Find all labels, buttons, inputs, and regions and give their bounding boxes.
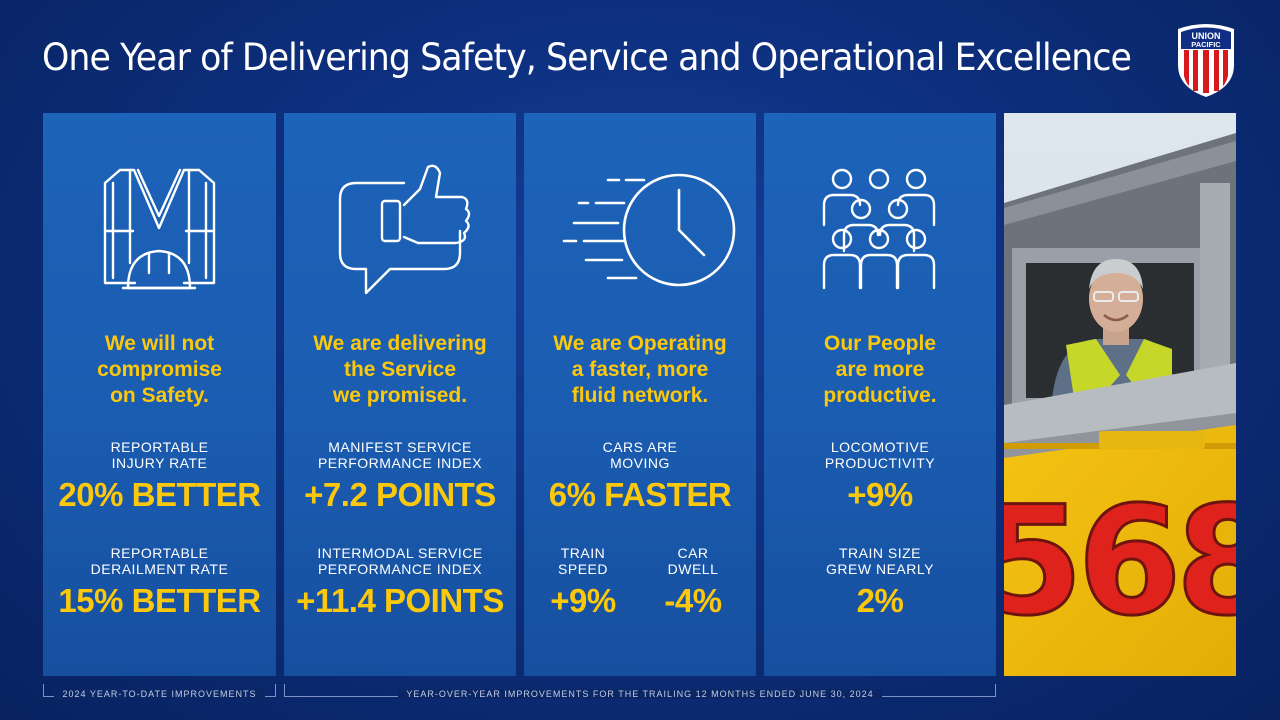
people-group-icon (822, 168, 936, 290)
service-headline: We are delivering the Service we promise… (313, 332, 487, 407)
locomotive-number: 568 (1004, 475, 1236, 649)
metric-value-intermodal-spi: +11.4 POINTS (296, 582, 504, 619)
metric-value-derailment-rate: 15% BETTER (58, 582, 261, 619)
metric-label-train-speed: TRAIN SPEED (558, 545, 608, 577)
locomotive-engineer-photo: 568 (1004, 113, 1236, 676)
metric-value-injury-rate: 20% BETTER (58, 476, 261, 513)
union-pacific-logo: UNION PACIFIC (1178, 24, 1234, 97)
page-title: One Year of Delivering Safety, Service a… (42, 36, 1132, 79)
metric-label-locomotive-productivity: LOCOMOTIVE PRODUCTIVITY (824, 439, 936, 471)
thumbs-up-speech-bubble-icon (338, 164, 471, 295)
footer-right-bracket: YEAR-OVER-YEAR IMPROVEMENTS FOR THE TRAI… (284, 684, 996, 699)
safety-headline: We will not compromise on Safety. (97, 332, 222, 407)
operating-headline: We are Operating a faster, more fluid ne… (553, 332, 727, 407)
fast-clock-icon (562, 173, 736, 287)
footer-left-bracket: 2024 YEAR-TO-DATE IMPROVEMENTS (43, 684, 276, 699)
metric-label-manifest-spi: MANIFEST SERVICE PERFORMANCE INDEX (317, 439, 483, 471)
footer-right-label: YEAR-OVER-YEAR IMPROVEMENTS FOR THE TRAI… (398, 689, 882, 699)
people-headline: Our People are more productive. (823, 332, 937, 407)
metric-value-locomotive-productivity: +9% (847, 476, 913, 513)
metric-value-train-speed: +9% (550, 582, 616, 619)
service-panel: We are delivering the Service we promise… (284, 113, 516, 676)
people-panel: Our People are more productive. LOCOMOTI… (764, 113, 996, 676)
operating-panel: We are Operating a faster, more fluid ne… (524, 113, 756, 676)
metric-label-cars-moving: CARS ARE MOVING (602, 439, 678, 471)
metric-label-derailment-rate: REPORTABLE DERAILMENT RATE (90, 545, 229, 577)
metric-label-train-size: TRAIN SIZE GREW NEARLY (826, 545, 934, 577)
metric-label-car-dwell: CAR DWELL (667, 545, 719, 577)
safety-vest-hardhat-icon (103, 168, 216, 290)
safety-panel: We will not compromise on Safety. REPORT… (43, 113, 276, 676)
metric-label-intermodal-spi: INTERMODAL SERVICE PERFORMANCE INDEX (317, 545, 483, 577)
footer-left-label: 2024 YEAR-TO-DATE IMPROVEMENTS (54, 689, 265, 699)
logo-word-pacific: PACIFIC (1191, 40, 1221, 49)
metric-label-injury-rate: REPORTABLE INJURY RATE (110, 439, 209, 471)
metric-value-car-dwell: -4% (664, 582, 722, 619)
metric-value-manifest-spi: +7.2 POINTS (304, 476, 496, 513)
logo-word-union: UNION (1192, 31, 1221, 41)
metric-value-cars-moving: 6% FASTER (548, 476, 732, 513)
metric-value-train-size: 2% (856, 582, 904, 619)
